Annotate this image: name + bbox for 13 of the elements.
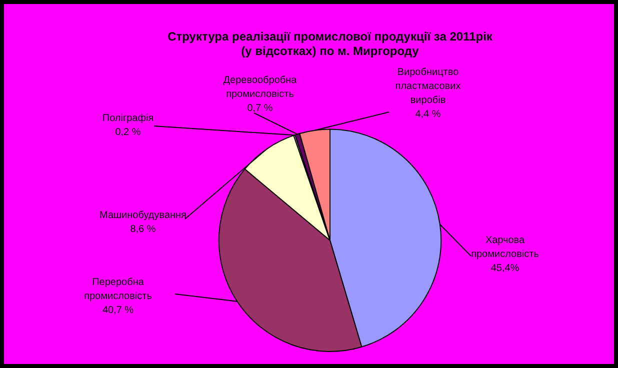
chart-title: Структура реалізації промислової продукції за 2011рік (у відсотках) по м. Миргороду — [168, 30, 494, 58]
data-label: 8,6 % — [130, 224, 156, 235]
slice-label: Поліграфія — [102, 112, 154, 124]
data-label: 40,7 % — [102, 304, 134, 316]
slice-label: Переробна промисловість — [84, 276, 152, 302]
slice-label: Машинобудування — [100, 210, 186, 221]
data-label: 0,7 % — [247, 102, 273, 114]
data-label: 0,2 % — [115, 126, 141, 138]
slice-label: Харчова промисловість — [471, 234, 539, 260]
data-label: 4,4 % — [415, 108, 441, 120]
data-label: 45,4% — [490, 262, 520, 274]
slice-label: Виробництво пластмасових виробів — [395, 66, 461, 106]
slice-label: Деревообробна промисловість — [223, 74, 298, 100]
